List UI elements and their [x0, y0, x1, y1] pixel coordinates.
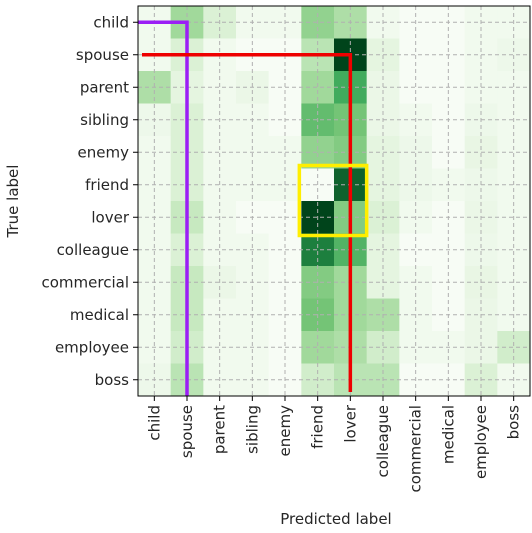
- x-tick-label: enemy: [276, 405, 294, 457]
- x-tick-label: spouse: [178, 405, 196, 458]
- y-tick-label: medical: [70, 306, 129, 324]
- y-tick-label: friend: [85, 176, 129, 194]
- x-tick-label: employee: [472, 405, 490, 479]
- x-tick-label: colleague: [374, 405, 392, 477]
- y-tick-label: sibling: [80, 111, 129, 129]
- x-tick-label: sibling: [243, 405, 261, 454]
- x-tick-label: friend: [309, 405, 327, 449]
- plot-frame: [137, 5, 531, 397]
- y-tick-label: employee: [55, 338, 129, 356]
- y-tick-label: spouse: [76, 46, 129, 64]
- y-tick-label: child: [93, 13, 129, 31]
- y-tick-label: lover: [91, 208, 129, 226]
- x-tick-label: parent: [211, 405, 229, 454]
- x-tick-label: lover: [341, 404, 359, 442]
- y-tick-label: parent: [80, 78, 129, 96]
- y-axis-title: True label: [4, 165, 22, 239]
- x-axis-title: Predicted label: [280, 510, 391, 528]
- y-tick-label: commercial: [42, 273, 130, 291]
- y-tick-label: enemy: [78, 143, 130, 161]
- annotation-purple-path: [138, 20, 189, 396]
- x-tick-label: medical: [439, 405, 457, 464]
- annotation-yellow-box: [297, 163, 369, 238]
- annotation-red-path: [142, 53, 353, 392]
- y-tick-label: colleague: [57, 241, 129, 259]
- x-tick-label: commercial: [407, 405, 425, 493]
- y-tick-label: boss: [95, 371, 130, 389]
- x-tick-label: child: [145, 405, 163, 441]
- x-tick-label: boss: [505, 405, 523, 440]
